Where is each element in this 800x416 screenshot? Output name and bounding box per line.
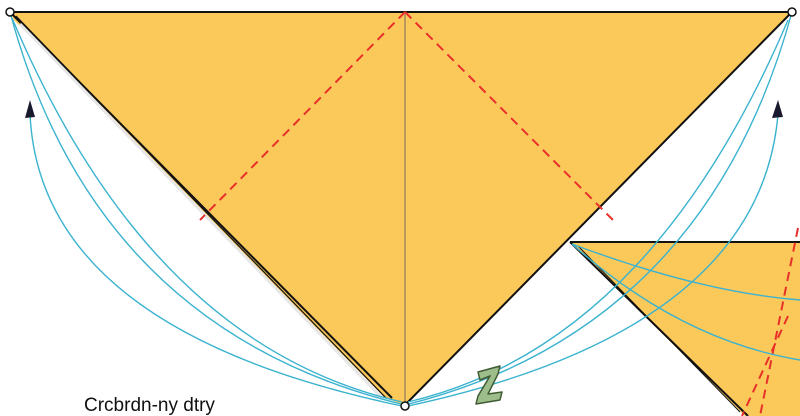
fold-arc-right-3 [407, 113, 779, 407]
corner-point-top-left [5, 7, 15, 17]
fold-arc-left-2 [11, 17, 403, 403]
fold-arc-left-3 [29, 113, 403, 407]
corner-point-top-right [787, 7, 797, 17]
diagram-caption: Crcbrdn-ny dtry [84, 395, 215, 416]
valley-crease-right [404, 11, 616, 223]
next-step-valley-crease-a [759, 227, 799, 416]
arrow-up-left-icon [25, 100, 35, 118]
next-step-arc-1 [571, 243, 800, 361]
fold-step-2-icon [475, 365, 503, 405]
fold-arc-right-1 [404, 11, 793, 406]
main-paper-triangle [10, 12, 792, 405]
left-fold-edge-inner [15, 15, 387, 399]
next-step-valley-crease-b [741, 315, 789, 416]
next-step-left-edge-inner [577, 245, 741, 413]
next-step-triangle [570, 242, 800, 416]
corner-point-bottom-center [400, 401, 410, 411]
valley-crease-left [199, 11, 406, 221]
left-fold-edge-shade [18, 22, 382, 398]
fold-arc-left-1 [9, 11, 406, 406]
next-step-arc-2 [571, 243, 800, 301]
fold-arc-right-2 [407, 19, 789, 403]
arrow-up-right-icon [772, 100, 783, 118]
